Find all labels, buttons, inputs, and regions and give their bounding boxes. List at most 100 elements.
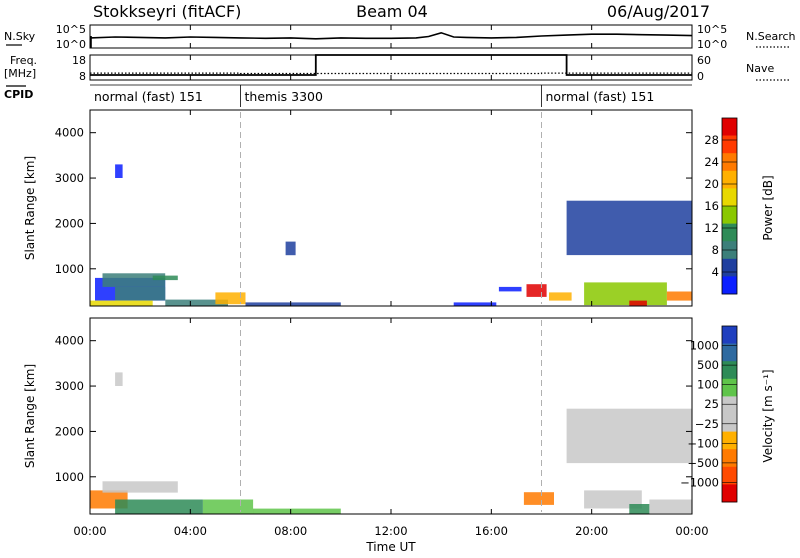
heatmap-cell — [246, 302, 341, 306]
y-tick-label: 2000 — [55, 216, 84, 230]
colorbar-tick-label: −100 — [687, 436, 719, 450]
heatmap-cell — [115, 500, 203, 515]
cpid-segments: normal (fast) 151 themis 3300 normal (fast… — [94, 85, 654, 107]
noise-left-tick-top: 10^5 — [56, 23, 86, 36]
y-tick-label: 1000 — [55, 470, 84, 484]
heatmap-cell — [567, 409, 692, 463]
x-tick-label: 12:00 — [374, 524, 407, 538]
colorbar-tick-label: −25 — [695, 417, 719, 431]
y-tick-label: 2000 — [55, 424, 84, 438]
heatmap-cell — [629, 301, 647, 306]
heatmap-cell — [103, 481, 178, 492]
colorbar-cell — [722, 171, 737, 189]
x-tick-label: 00:00 — [675, 524, 708, 538]
heatmap-cell — [153, 276, 178, 281]
heatmap-cell — [203, 500, 253, 515]
heatmap-cell — [549, 292, 572, 300]
cpid-segment-label: normal (fast) 151 — [546, 89, 655, 104]
heatmap-cell — [524, 492, 554, 505]
x-tick-label: 00:00 — [73, 524, 106, 538]
power-panel: 4000 3000 2000 1000 Slant Range [km] 28 24 20… — [23, 110, 775, 306]
colorbar-cell — [722, 414, 737, 432]
colorbar-tick-label: 100 — [697, 378, 719, 392]
colorbar-cell — [722, 449, 737, 467]
colorbar-tick-label: 20 — [704, 177, 719, 191]
velocity-ylabel: Slant Range [km] — [23, 364, 37, 468]
freq-left-tick-bottom: 8 — [79, 70, 86, 83]
colorbar-cell — [722, 396, 737, 414]
heatmap-cell — [499, 287, 522, 292]
colorbar-cell — [722, 467, 737, 485]
velocity-cbar-label: Velocity [m s⁻¹] — [761, 369, 775, 462]
colorbar-cell — [722, 484, 737, 502]
y-tick-label: 1000 — [55, 262, 84, 276]
colorbar-cell — [722, 118, 737, 136]
colorbar-tick-label: 28 — [704, 133, 719, 147]
freq-left-label-2: [MHz] — [4, 67, 36, 80]
y-tick-label: 3000 — [55, 379, 84, 393]
station-title: Stokkseyri (fitACF) — [93, 2, 241, 21]
colorbar-tick-label: −1000 — [680, 475, 719, 489]
noise-right-label: N.Search — [746, 30, 796, 43]
power-ylabel: Slant Range [km] — [23, 156, 37, 260]
colorbar-cell — [722, 379, 737, 397]
freq-right-tick-top: 60 — [697, 54, 711, 67]
colorbar-tick-label: 500 — [697, 358, 719, 372]
velocity-panel: 4000 3000 2000 1000 Slant Range [km] 1000 50… — [23, 318, 775, 514]
power-colorbar: 28 24 20 16 12 8 4 — [704, 118, 737, 294]
colorbar-cell — [722, 432, 737, 450]
heatmap-cell — [115, 372, 123, 386]
noise-left-tick-bottom: 10^0 — [56, 38, 86, 51]
heatmap-cell — [567, 201, 692, 255]
date-title: 06/Aug/2017 — [607, 2, 710, 21]
heatmap-cell — [667, 292, 692, 301]
colorbar-cell — [722, 361, 737, 379]
colorbar-cell — [722, 188, 737, 206]
cpid-label: CPID — [4, 88, 33, 101]
colorbar-cell — [722, 276, 737, 294]
colorbar-tick-label: 4 — [712, 265, 719, 279]
colorbar-cell — [722, 344, 737, 362]
heatmap-cell — [253, 509, 341, 514]
heatmap-cell — [649, 500, 692, 514]
noise-left-label: N.Sky — [4, 30, 36, 43]
colorbar-tick-label: 16 — [704, 199, 719, 213]
freq-left-label-1: Freq. — [10, 54, 37, 67]
heatmap-cell — [115, 287, 165, 301]
y-tick-label: 4000 — [55, 126, 84, 140]
heatmap-cell — [454, 302, 497, 306]
cpid-segment-label: normal (fast) 151 — [94, 89, 203, 104]
colorbar-tick-label: −500 — [687, 456, 719, 470]
y-tick-label: 3000 — [55, 171, 84, 185]
y-tick-label: 4000 — [55, 334, 84, 348]
colorbar-cell — [722, 136, 737, 154]
power-cbar-label: Power [dB] — [761, 175, 775, 240]
x-tick-label: 20:00 — [575, 524, 608, 538]
heatmap-cell — [527, 284, 547, 297]
freq-left-tick-top: 18 — [72, 54, 86, 67]
heatmap-cell — [115, 164, 123, 178]
noise-panel: N.Sky 10^5 10^0 10^5 10^0 N.Search — [4, 23, 796, 51]
heatmap-cell — [90, 301, 153, 306]
colorbar-cell — [722, 259, 737, 277]
x-tick-label: 16:00 — [475, 524, 508, 538]
cpid-segment-label: themis 3300 — [245, 89, 324, 104]
colorbar-cell — [722, 326, 737, 344]
heatmap-cell — [286, 242, 296, 256]
time-axis-label: Time UT — [365, 540, 416, 554]
x-tick-label: 08:00 — [274, 524, 307, 538]
colorbar-tick-label: 25 — [704, 397, 719, 411]
beam-title: Beam 04 — [356, 2, 428, 21]
colorbar-cell — [722, 224, 737, 242]
noise-right-tick-bottom: 10^0 — [697, 38, 727, 51]
colorbar-cell — [722, 206, 737, 224]
colorbar-tick-label: 1000 — [690, 339, 719, 353]
nave-right-label: Nave — [746, 62, 774, 75]
colorbar-tick-label: 24 — [704, 155, 719, 169]
heatmap-cell — [584, 282, 667, 305]
freq-panel: Freq. [MHz] 18 8 60 0 Nave — [4, 54, 790, 83]
colorbar-tick-label: 12 — [704, 221, 719, 235]
colorbar-tick-label: 8 — [712, 243, 719, 257]
